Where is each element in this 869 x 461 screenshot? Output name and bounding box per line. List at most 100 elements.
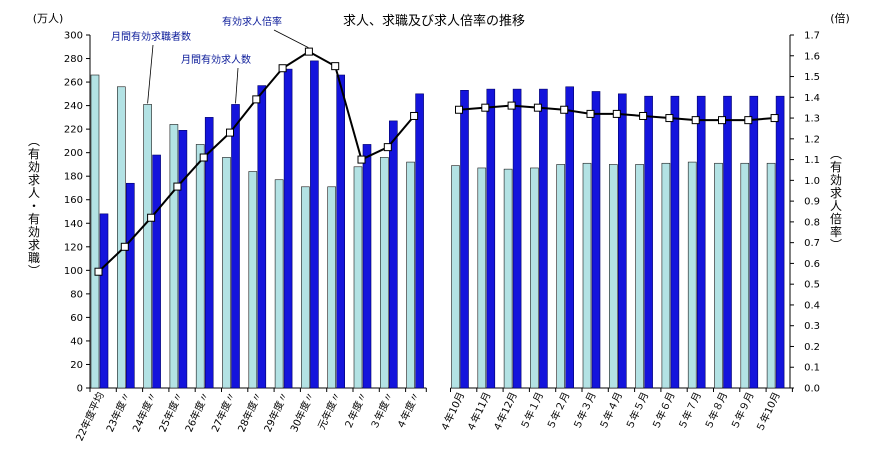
annotation-ratio-leader [273, 29, 309, 48]
job-openings-bar [257, 85, 267, 389]
left-tick-label: 120 [64, 242, 83, 253]
job-openings-bar [565, 86, 575, 389]
job-openings-bar [362, 144, 372, 389]
ratio-point [120, 242, 129, 251]
ratio-point [560, 105, 569, 114]
job-seekers-bar [169, 124, 179, 389]
left-tick-label: 40 [70, 336, 83, 347]
chart-title: 求人、求職及び求人倍率の推移 [343, 13, 525, 29]
category-label: 28年度〃 [235, 390, 265, 434]
right-axis-label-char: 率 [830, 224, 842, 239]
annotation-ratio: 有効求人倍率 [222, 15, 282, 28]
left-tick-label: 300 [64, 31, 83, 42]
category-label: ５年７月 [675, 390, 704, 432]
annotation-job-seekers-leader [147, 44, 154, 104]
job-seekers-bar [327, 186, 337, 389]
job-openings-bar [283, 68, 293, 389]
job-seekers-bar [222, 157, 231, 389]
category-label: 27年度〃 [208, 390, 238, 434]
ratio-point [770, 114, 779, 123]
category-label: 25年度〃 [156, 390, 186, 434]
left-tick-label: 60 [70, 313, 83, 324]
left-tick-label: 180 [64, 172, 83, 183]
right-tick-label: 0.7 [804, 238, 820, 249]
right-tick-label: 0.1 [804, 363, 820, 374]
job-seekers-bar [143, 104, 152, 389]
job-openings-bar [152, 154, 161, 389]
left-axis-label-char: ︶ [28, 264, 40, 278]
right-tick-label: 0.2 [804, 342, 820, 353]
right-axis-label-char: 人 [830, 199, 842, 213]
left-tick-label: 0 [77, 384, 83, 395]
category-label: ５年２月 [544, 390, 573, 432]
job-openings-bar [310, 60, 319, 389]
job-openings-bar [617, 93, 627, 389]
category-label: ５年１月 [517, 390, 546, 432]
right-tick-label: 0.8 [804, 217, 820, 228]
ratio-point [147, 213, 156, 222]
job-seekers-bar [274, 179, 284, 389]
category-label: 24年度〃 [129, 390, 159, 434]
right-axis-label-char: 倍 [830, 211, 842, 226]
job-openings-bar [591, 91, 601, 389]
right-tick-label: 0.3 [804, 321, 820, 332]
job-seekers-bar [353, 166, 363, 389]
right-tick-label: 0.9 [804, 197, 820, 208]
ratio-point [691, 116, 700, 125]
left-tick-label: 200 [64, 148, 83, 159]
right-tick-label: 0.4 [804, 300, 820, 311]
category-label: ４年12月 [490, 390, 520, 434]
job-seekers-bar [661, 162, 671, 389]
right-tick-label: 1.0 [804, 176, 820, 187]
job-openings-bar [644, 95, 653, 389]
left-axis-label: ︵有効求人・有効求職︶ [28, 134, 40, 278]
right-axis-label-char: 効 [830, 172, 842, 187]
category-label: ４年10月 [437, 390, 467, 434]
right-axis-label-char: 有 [830, 160, 842, 174]
job-seekers-bar [556, 164, 566, 389]
annotation-job-openings-leader [235, 67, 239, 104]
ratio-point [331, 62, 340, 71]
ratio-point [383, 143, 392, 152]
left-axis-label-char: 有 [28, 212, 40, 226]
right-tick-label: 0.0 [804, 384, 820, 395]
job-seekers-bar [90, 74, 100, 389]
job-openings-bar [512, 88, 522, 389]
ratio-point [481, 103, 490, 112]
category-label: ５年６月 [649, 390, 678, 432]
left-axis-label-char: 効 [28, 159, 40, 174]
left-axis-label-char: 職 [28, 251, 40, 265]
job-openings-bar [99, 213, 109, 389]
left-axis-label-char: ・ [28, 199, 40, 213]
job-seekers-bar [740, 162, 750, 389]
job-seekers-bar [635, 164, 644, 389]
job-openings-bar [178, 130, 188, 389]
right-axis-label-char: 求 [830, 186, 842, 200]
ratio-point [507, 101, 516, 110]
left-axis-label-char: 人 [28, 186, 40, 200]
left-tick-label: 140 [64, 219, 83, 230]
job-seekers-bar [406, 161, 415, 389]
job-seekers-bar [714, 162, 723, 389]
ratio-point [173, 182, 182, 191]
job-seekers-bar [766, 162, 776, 389]
left-axis-label-char: 有 [28, 147, 40, 161]
ratio-point [410, 111, 419, 120]
job-seekers-bar [530, 167, 539, 389]
job-openings-bar [775, 95, 785, 389]
left-tick-label: 160 [64, 195, 83, 206]
job-openings-bar [204, 117, 214, 389]
left-axis-label-char: 求 [28, 238, 40, 252]
job-openings-bar [415, 93, 424, 389]
left-axis-label-char: 求 [28, 173, 40, 187]
ratio-point [639, 111, 648, 120]
right-axis-label: ︵有効求人倍率︶ [830, 147, 842, 252]
category-label: ３年度〃 [367, 390, 396, 432]
ratio-point [612, 109, 621, 118]
job-seekers-bar [477, 167, 487, 389]
job-openings-bar [336, 74, 346, 389]
job-seekers-bar [195, 144, 205, 389]
